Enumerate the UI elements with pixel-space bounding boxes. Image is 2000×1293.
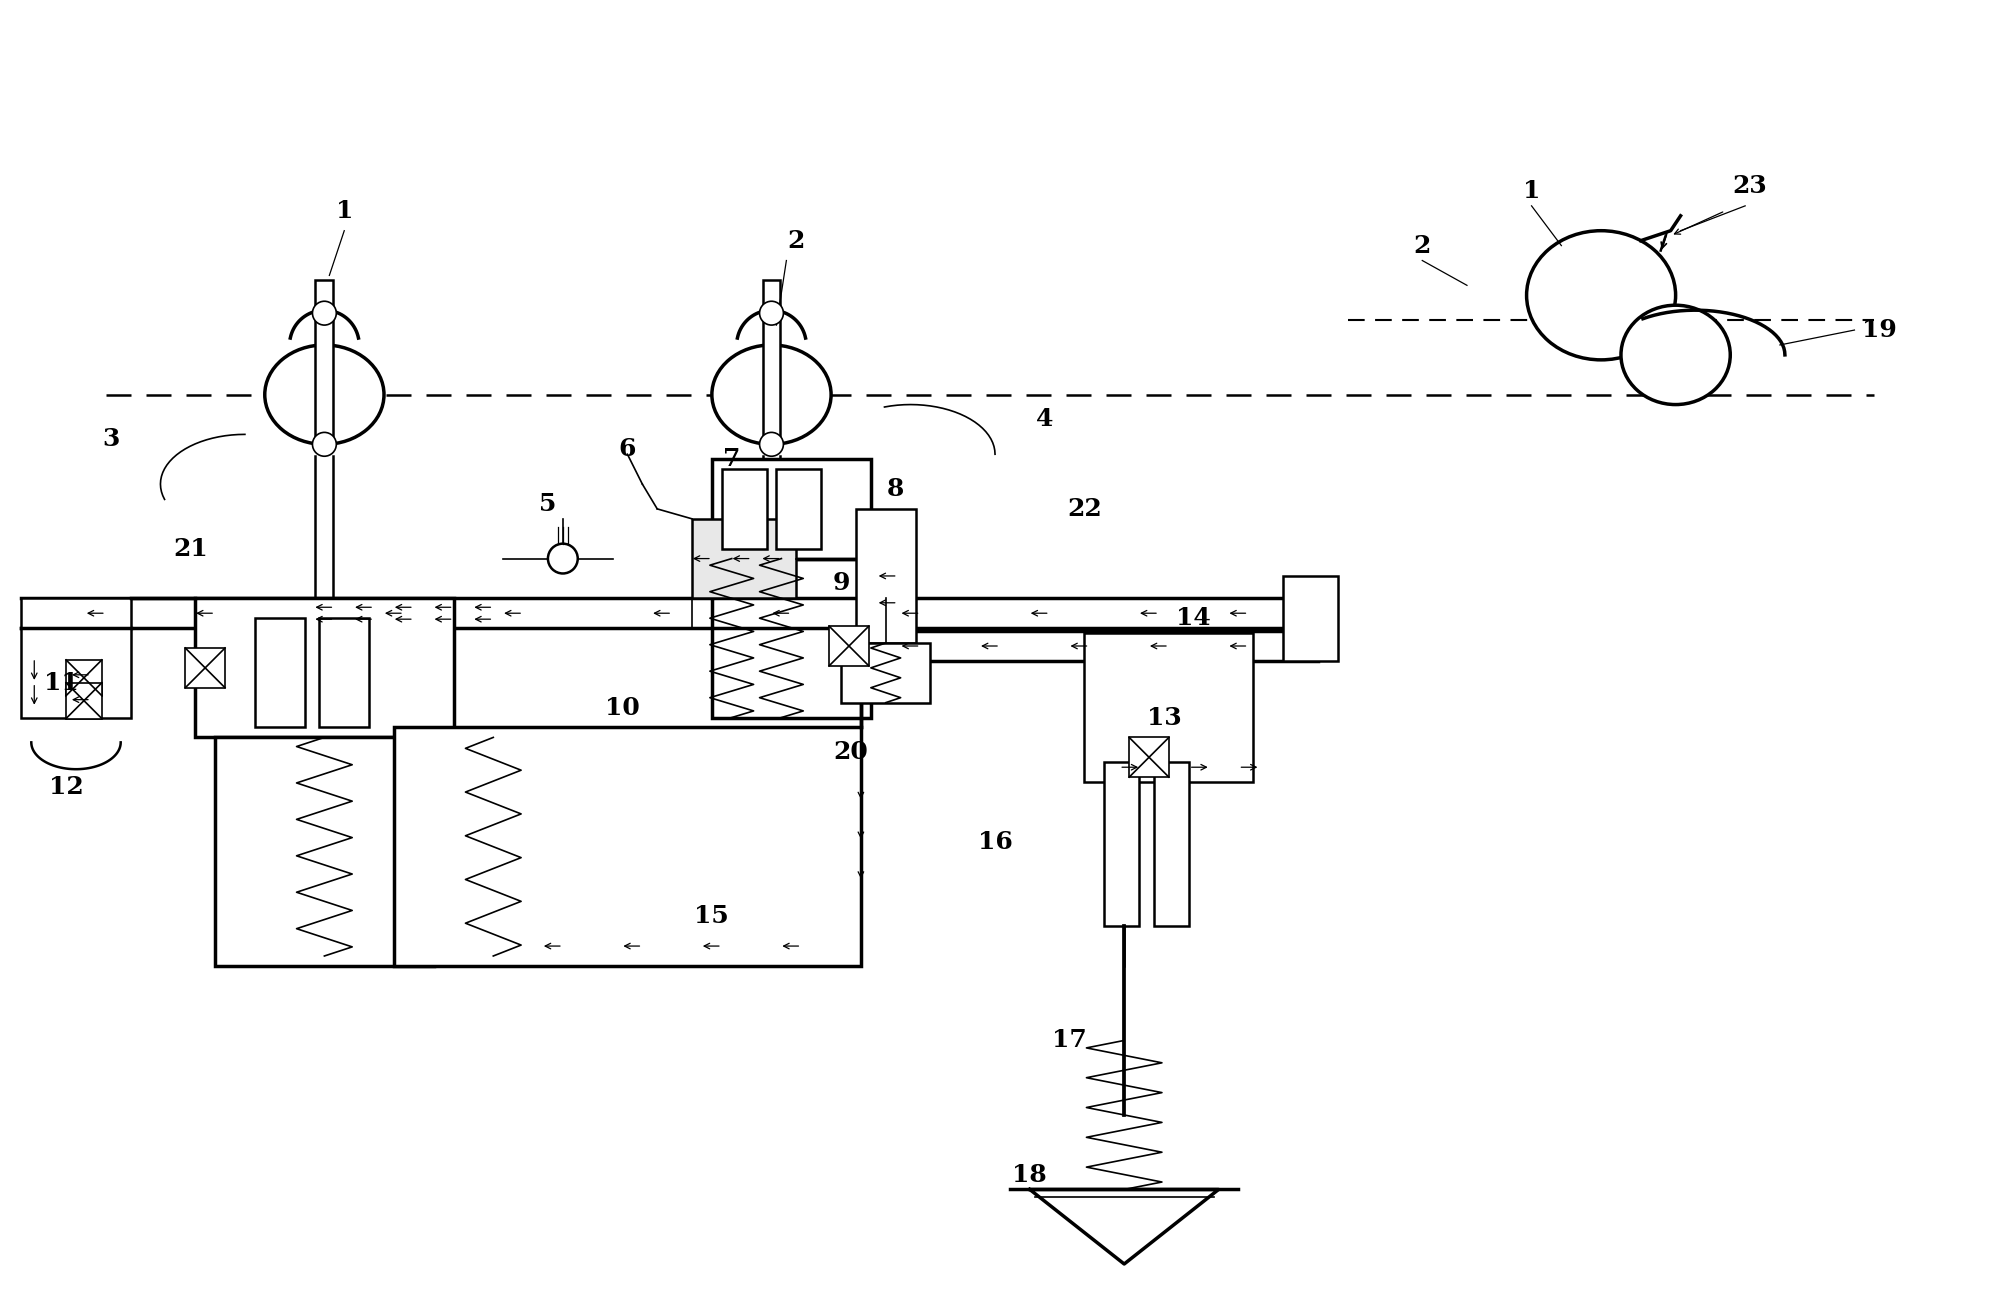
Bar	[394, 728, 860, 966]
Bar	[216, 737, 434, 966]
Text: 10: 10	[606, 696, 640, 720]
Text: 23: 23	[1732, 175, 1768, 198]
Text: 17: 17	[1052, 1028, 1086, 1053]
Circle shape	[312, 301, 336, 325]
Text: 2: 2	[1414, 234, 1430, 257]
Bar	[316, 281, 334, 445]
Bar	[712, 559, 870, 718]
Text: 2: 2	[788, 229, 806, 252]
Text: 15: 15	[694, 904, 730, 928]
Bar	[1154, 763, 1188, 926]
Circle shape	[548, 543, 578, 574]
Text: 13: 13	[1146, 706, 1182, 729]
Bar	[320, 618, 370, 728]
Text: 14: 14	[1176, 606, 1212, 630]
Ellipse shape	[1526, 230, 1676, 359]
Text: 7: 7	[724, 447, 740, 471]
Circle shape	[760, 301, 784, 325]
Bar	[196, 599, 454, 737]
Text: 12: 12	[48, 775, 84, 799]
Text: 11: 11	[44, 671, 78, 694]
Text: 21: 21	[172, 537, 208, 561]
Text: 8: 8	[886, 477, 904, 500]
Text: 16: 16	[978, 830, 1012, 853]
Text: 9: 9	[832, 572, 850, 595]
Bar	[692, 518, 796, 599]
Bar	[722, 469, 766, 548]
Text: 19: 19	[1862, 318, 1896, 343]
Bar	[776, 469, 822, 548]
Text: 18: 18	[1012, 1162, 1048, 1187]
Bar	[254, 618, 304, 728]
Bar	[712, 459, 870, 559]
Text: 4: 4	[1036, 407, 1054, 432]
Bar	[856, 509, 916, 643]
Bar	[22, 599, 130, 718]
Bar	[830, 626, 868, 666]
Ellipse shape	[264, 345, 384, 445]
Bar	[1104, 763, 1140, 926]
Text: 6: 6	[618, 437, 636, 462]
Text: 5: 5	[540, 491, 556, 516]
Bar	[66, 683, 102, 719]
Bar	[762, 281, 780, 445]
Text: 1: 1	[336, 199, 352, 222]
Text: 3: 3	[102, 428, 120, 451]
Circle shape	[760, 432, 784, 456]
Bar	[1284, 577, 1338, 661]
Text: 1: 1	[1522, 178, 1540, 203]
Bar	[186, 648, 226, 688]
Bar	[66, 659, 102, 696]
Polygon shape	[1030, 1190, 1218, 1265]
Text: 22: 22	[1068, 497, 1102, 521]
Bar	[1130, 737, 1168, 777]
Ellipse shape	[712, 345, 832, 445]
Bar	[1084, 634, 1254, 782]
Ellipse shape	[1620, 305, 1730, 405]
Text: 20: 20	[834, 741, 868, 764]
Circle shape	[312, 432, 336, 456]
Bar	[842, 643, 930, 702]
